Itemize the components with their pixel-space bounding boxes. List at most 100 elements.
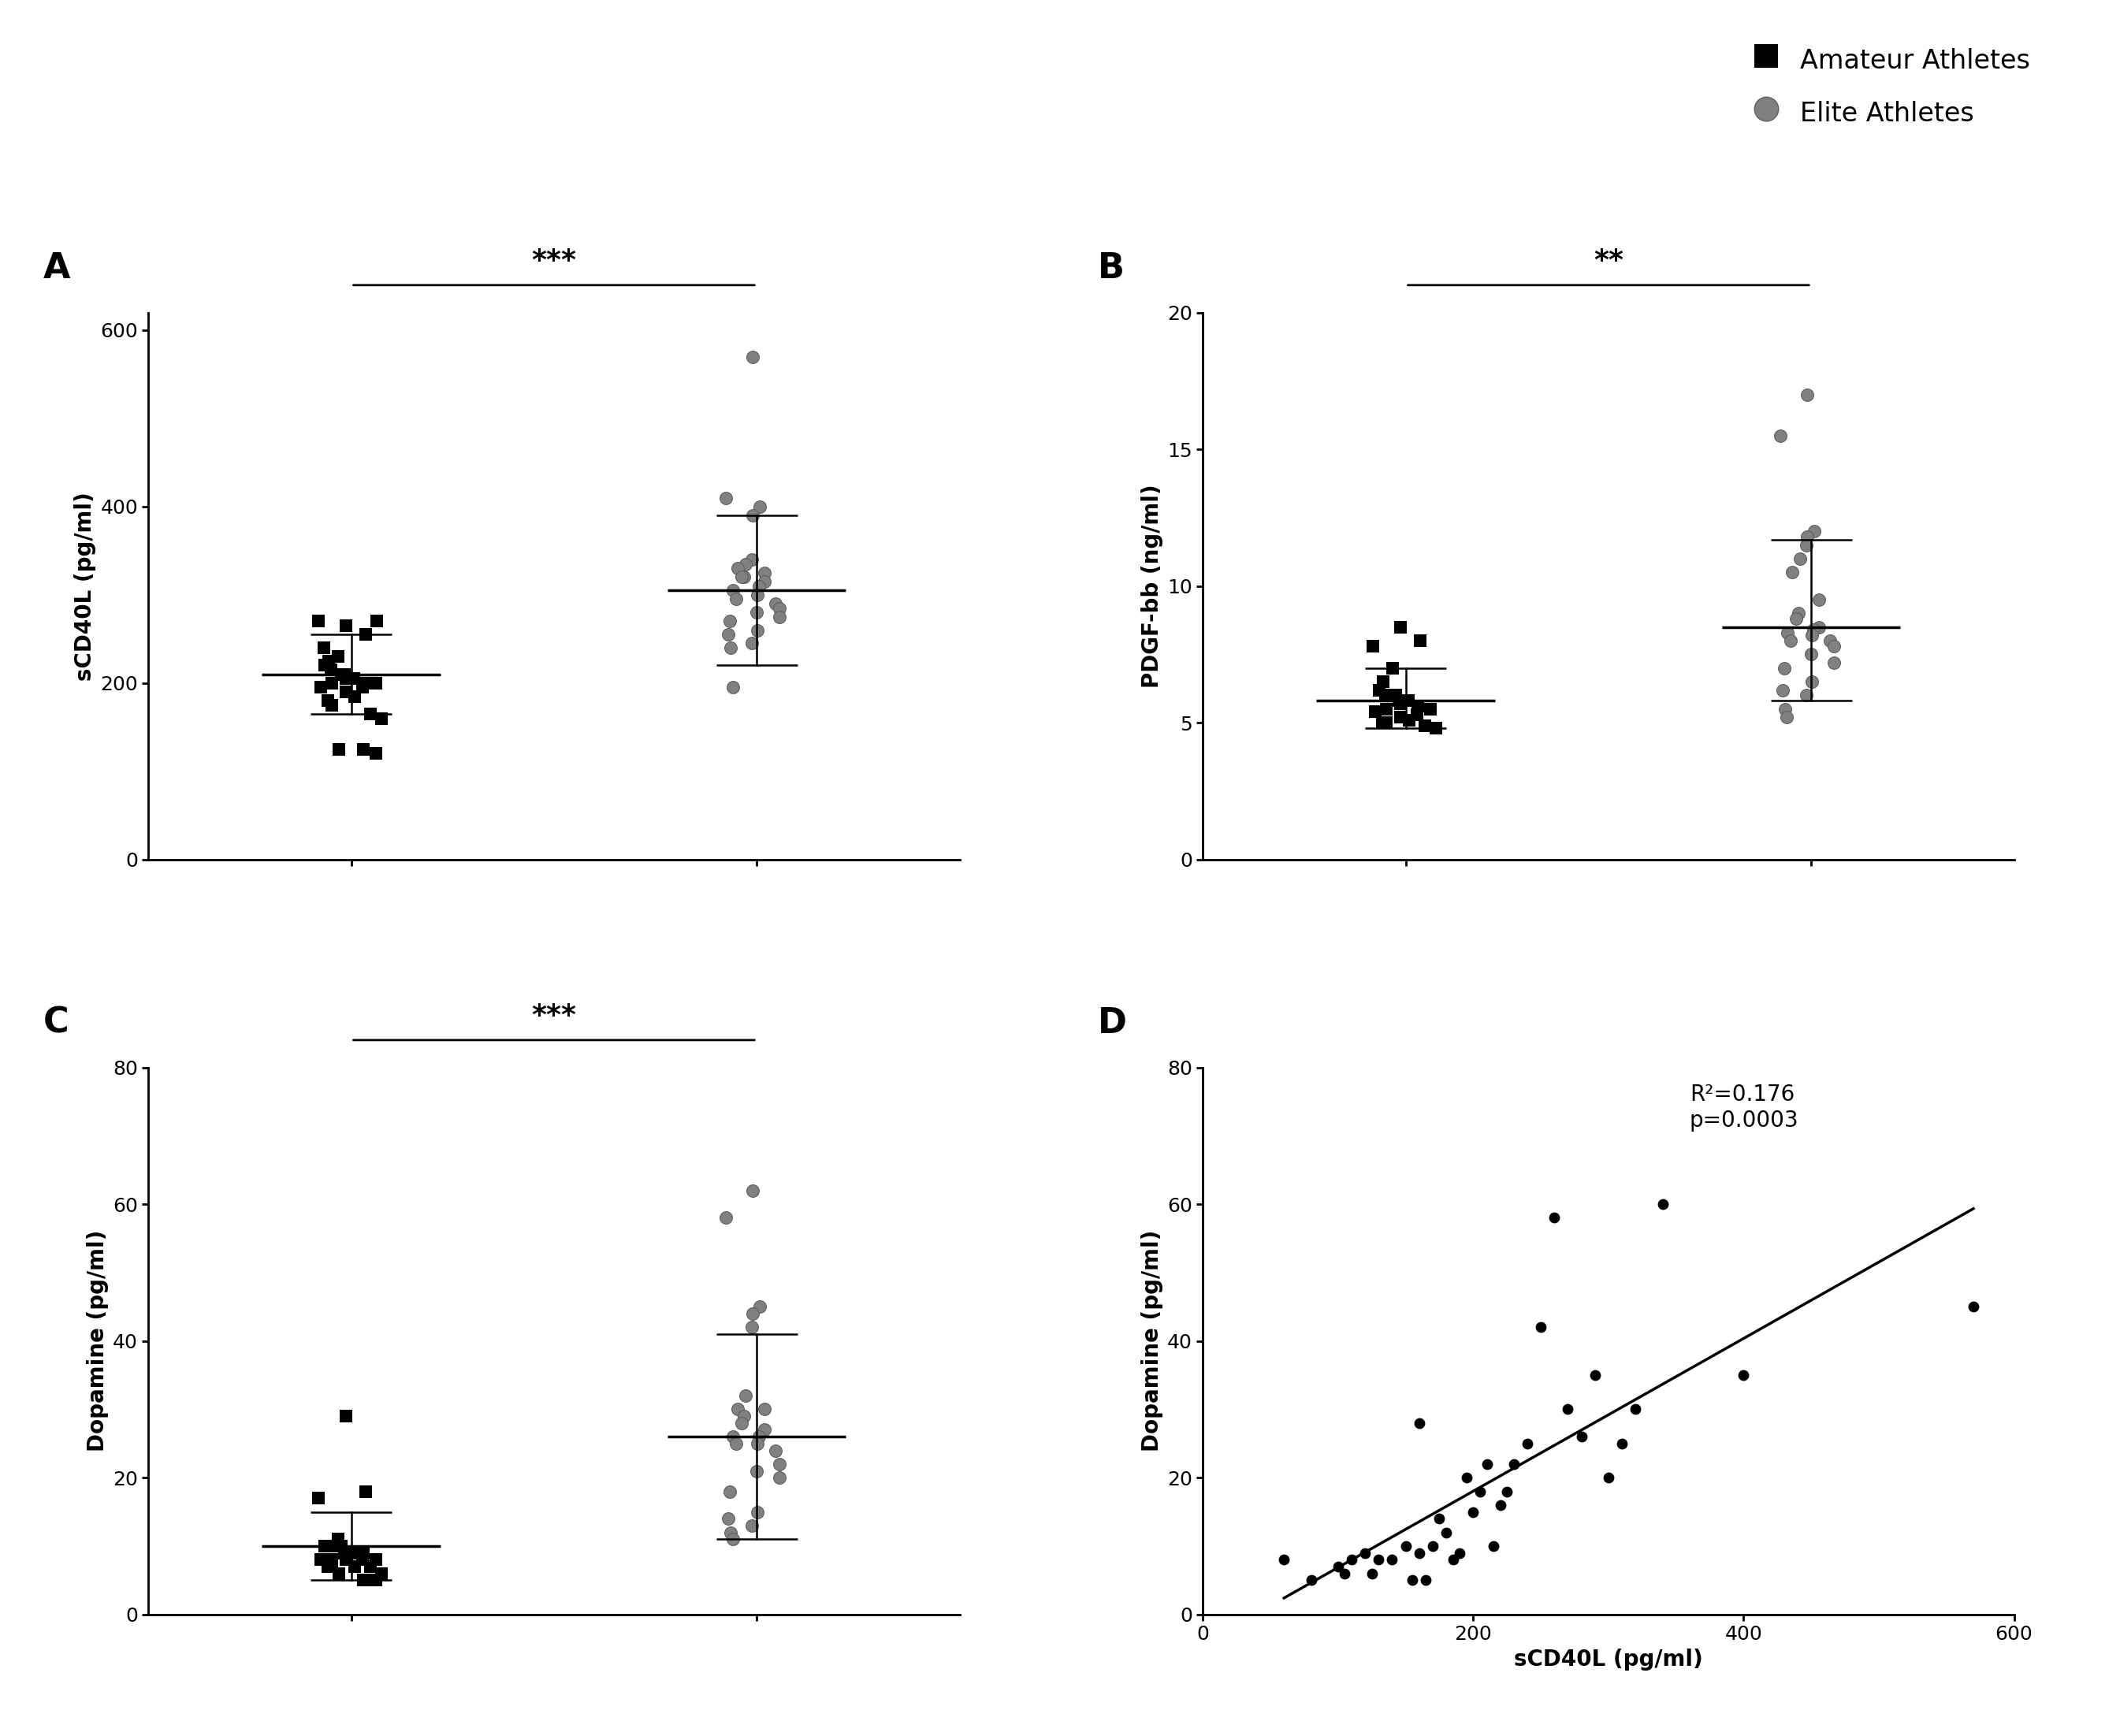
Point xyxy=(708,1205,742,1233)
Point xyxy=(1469,1450,1503,1477)
Point xyxy=(329,1403,363,1430)
Point xyxy=(1365,708,1399,736)
Point xyxy=(322,736,356,764)
Point xyxy=(1408,712,1442,740)
Point xyxy=(763,594,797,621)
Point xyxy=(742,573,776,601)
Point xyxy=(1766,675,1800,703)
Point xyxy=(337,665,371,693)
Point xyxy=(1416,1533,1450,1561)
Point xyxy=(1817,632,1851,660)
Point xyxy=(346,674,379,701)
Y-axis label: Dopamine (pg/ml): Dopamine (pg/ml) xyxy=(1141,1231,1164,1451)
Text: ***: *** xyxy=(532,248,577,274)
Point xyxy=(358,1566,392,1594)
Point xyxy=(354,1552,388,1580)
Point xyxy=(1957,1293,1991,1321)
Point xyxy=(1363,675,1397,703)
Point xyxy=(759,1436,793,1463)
Point xyxy=(1484,1491,1518,1519)
Text: ***: *** xyxy=(532,1002,577,1029)
Text: A: A xyxy=(42,252,70,285)
Point xyxy=(1365,668,1399,696)
Point xyxy=(348,621,382,649)
Point xyxy=(1327,1559,1361,1587)
Point xyxy=(714,634,748,661)
Point xyxy=(1645,1191,1679,1219)
Point xyxy=(1384,703,1418,731)
Point xyxy=(348,1566,382,1594)
Point xyxy=(721,1396,755,1424)
Point xyxy=(316,668,350,696)
Point xyxy=(742,1293,776,1321)
X-axis label: sCD40L (pg/ml): sCD40L (pg/ml) xyxy=(1514,1647,1702,1670)
Point xyxy=(712,608,746,635)
Point xyxy=(736,1314,770,1342)
Point xyxy=(1779,604,1813,632)
Text: B: B xyxy=(1098,252,1124,285)
Point xyxy=(736,1177,770,1205)
Point xyxy=(1384,689,1418,717)
Point xyxy=(324,1533,358,1561)
Point xyxy=(346,1540,379,1568)
Point xyxy=(725,562,759,590)
Point xyxy=(1524,1314,1558,1342)
Point xyxy=(729,1382,763,1410)
Point xyxy=(1414,694,1448,722)
Point xyxy=(1605,1430,1639,1458)
Point xyxy=(712,621,746,649)
Point xyxy=(1770,703,1804,731)
Point xyxy=(358,740,392,767)
Point xyxy=(301,1484,335,1512)
Point xyxy=(329,1545,363,1573)
Point xyxy=(719,585,753,613)
Point xyxy=(1321,1552,1355,1580)
Point xyxy=(736,1300,770,1328)
Point xyxy=(736,502,770,529)
Point xyxy=(748,559,782,587)
Point xyxy=(1774,627,1808,654)
Point xyxy=(748,568,782,595)
Point xyxy=(1399,701,1433,729)
Point xyxy=(329,611,363,639)
Point xyxy=(1565,1424,1598,1451)
Y-axis label: sCD40L (pg/ml): sCD40L (pg/ml) xyxy=(74,491,95,681)
Point xyxy=(729,550,763,578)
Point xyxy=(1359,698,1393,726)
Point xyxy=(307,634,341,661)
Point xyxy=(1726,1361,1760,1389)
Point xyxy=(1783,545,1817,573)
Point xyxy=(712,1477,746,1505)
Point xyxy=(742,493,776,521)
Point xyxy=(1789,531,1823,559)
Point xyxy=(303,1545,337,1573)
Point xyxy=(1796,616,1830,644)
Point xyxy=(712,1505,746,1533)
Point xyxy=(348,1477,382,1505)
Point xyxy=(1348,1540,1382,1568)
Y-axis label: Dopamine (pg/ml): Dopamine (pg/ml) xyxy=(87,1231,108,1451)
Point xyxy=(1376,1545,1410,1573)
Point xyxy=(727,562,761,590)
Point xyxy=(1378,682,1412,710)
Point xyxy=(1423,1505,1456,1533)
Point xyxy=(748,1396,782,1424)
Point xyxy=(1537,1205,1571,1233)
Point xyxy=(736,342,770,370)
Point xyxy=(322,1559,356,1587)
Point xyxy=(314,1533,348,1561)
Point xyxy=(748,1417,782,1444)
Point xyxy=(1764,422,1798,450)
Point xyxy=(1336,1545,1370,1573)
Point xyxy=(1370,694,1403,722)
Text: D: D xyxy=(1098,1007,1126,1040)
Point xyxy=(358,668,392,696)
Point xyxy=(1393,707,1427,734)
Point xyxy=(329,1540,363,1568)
Point xyxy=(314,656,348,684)
Point xyxy=(1376,654,1410,682)
Point xyxy=(1456,1498,1490,1526)
Point xyxy=(714,1519,748,1547)
Point xyxy=(1813,627,1847,654)
Point xyxy=(326,1540,360,1568)
